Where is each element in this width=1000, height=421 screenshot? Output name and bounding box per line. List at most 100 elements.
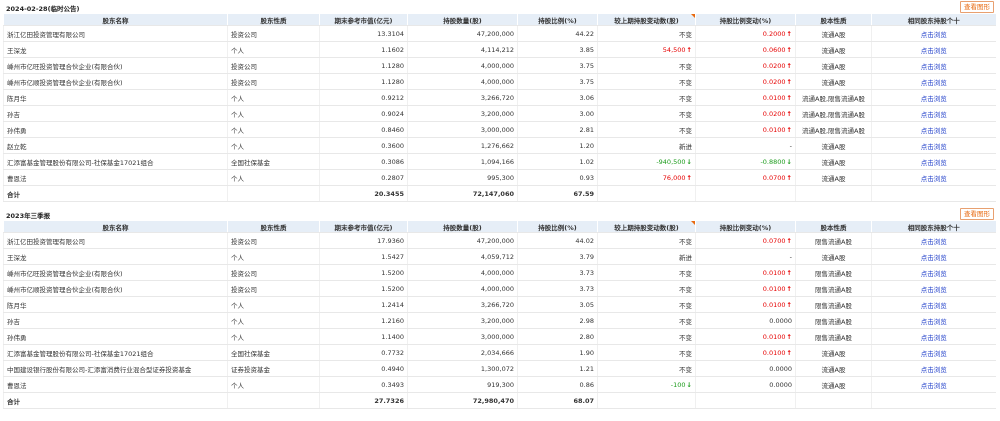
holder-name: 王深龙 [3,41,228,58]
view-link[interactable]: 点击浏览 [920,253,947,262]
column-header: 股本性质 [795,221,872,233]
holder-type: 个人 [227,137,320,154]
view-link[interactable]: 点击浏览 [920,62,947,71]
empty-cell [597,185,696,202]
same-holder-cell: 点击浏览 [871,280,996,297]
view-chart-button[interactable]: 查看图形 [960,1,994,13]
share-ratio: 3.73 [517,280,598,297]
empty-cell [795,392,872,409]
share-nature: 流通A股 [795,153,872,170]
share-nature: 流通A股,限售流通A股 [795,121,872,138]
share-change-value: 不变 [679,237,692,246]
share-change-value: 不变 [679,126,692,135]
view-link[interactable]: 点击浏览 [920,46,947,55]
total-shares: 72,147,060 [407,185,518,202]
view-link[interactable]: 点击浏览 [920,285,947,294]
ratio-change: 0.0100 [695,280,796,297]
ratio-change: -0.8800 [695,153,796,170]
holder-type: 个人 [227,121,320,138]
column-header: 相同股东持股个十 [871,14,996,26]
ratio-change-value: 0.0100 [763,126,792,134]
share-ratio: 2.98 [517,312,598,329]
view-chart-button[interactable]: 查看图形 [960,208,994,220]
column-header: 较上期持股变动数(股) [597,14,696,26]
ratio-change-value: 0.0200 [763,78,792,86]
view-link[interactable]: 点击浏览 [920,174,947,183]
share-change-value: -940,500 [656,158,692,166]
view-link[interactable]: 点击浏览 [920,110,947,119]
share-change-value: 不变 [679,78,692,87]
share-nature: 限售流通A股 [795,264,872,281]
share-change: 不变 [597,328,696,345]
share-count: 3,000,000 [407,328,518,345]
holder-type: 证券投资基金 [227,360,320,377]
view-link[interactable]: 点击浏览 [920,365,947,374]
total-value: 27.7326 [319,392,408,409]
share-count: 3,000,000 [407,121,518,138]
holder-name: 中国建设银行股份有限公司-汇添富消费行业混合型证券投资基金 [3,360,228,377]
column-header: 股东性质 [227,221,320,233]
share-nature: 流通A股 [795,376,872,393]
view-link[interactable]: 点击浏览 [920,237,947,246]
holder-name: 赵立乾 [3,137,228,154]
column-header: 期末参考市值(亿元) [319,221,408,233]
market-value: 1.5200 [319,264,408,281]
holder-name: 浙江亿田投资管理有限公司 [3,232,228,249]
table-row: 孙吉 个人 1.2160 3,200,000 2.98 不变 0.0000 限售流通A股 点击浏… [3,312,996,329]
total-ratio: 67.59 [517,185,598,202]
ratio-change: 0.0100 [695,89,796,106]
ratio-change-value: 0.0100 [763,333,792,341]
market-value: 0.3493 [319,376,408,393]
share-ratio: 3.73 [517,264,598,281]
share-change: 不变 [597,105,696,122]
share-change-value: 不变 [679,285,692,294]
view-link[interactable]: 点击浏览 [920,78,947,87]
view-link[interactable]: 点击浏览 [920,94,947,103]
holder-name: 曹恩法 [3,169,228,186]
share-nature: 限售流通A股 [795,296,872,313]
view-link[interactable]: 点击浏览 [920,142,947,151]
view-link[interactable]: 点击浏览 [920,349,947,358]
view-link[interactable]: 点击浏览 [920,126,947,135]
column-header: 持股数量(股) [407,221,518,233]
share-count: 47,200,000 [407,25,518,42]
holder-name: 王深龙 [3,248,228,265]
view-link[interactable]: 点击浏览 [920,158,947,167]
holder-name: 孙吉 [3,312,228,329]
ratio-change-value: 0.0100 [763,349,792,357]
market-value: 1.1400 [319,328,408,345]
market-value: 0.7732 [319,344,408,361]
view-link[interactable]: 点击浏览 [920,30,947,39]
share-ratio: 2.80 [517,328,598,345]
view-link[interactable]: 点击浏览 [920,333,947,342]
column-header: 股东性质 [227,14,320,26]
ratio-change: 0.0100 [695,296,796,313]
same-holder-cell: 点击浏览 [871,105,996,122]
share-count: 1,276,662 [407,137,518,154]
share-change-value: 不变 [679,94,692,103]
share-ratio: 44.22 [517,25,598,42]
holder-name: 陈月华 [3,296,228,313]
total-label: 合计 [3,185,228,202]
view-link[interactable]: 点击浏览 [920,269,947,278]
share-ratio: 3.05 [517,296,598,313]
same-holder-cell: 点击浏览 [871,169,996,186]
same-holder-cell: 点击浏览 [871,328,996,345]
view-link[interactable]: 点击浏览 [920,317,947,326]
table-header-row: 股东名称 股东性质 期末参考市值(亿元) 持股数量(股) 持股比例(%) 较上期持股变动数… [3,221,996,233]
same-holder-cell: 点击浏览 [871,41,996,58]
share-count: 4,000,000 [407,264,518,281]
view-link[interactable]: 点击浏览 [920,301,947,310]
share-change: 新进 [597,248,696,265]
column-header: 股本性质 [795,14,872,26]
share-change: 不变 [597,312,696,329]
section-header: 2023年三季报 查看图形 [0,207,1000,221]
view-link[interactable]: 点击浏览 [920,381,947,390]
share-ratio: 1.02 [517,153,598,170]
ratio-change: - [695,137,796,154]
ratio-change-value: 0.0100 [763,301,792,309]
same-holder-cell: 点击浏览 [871,121,996,138]
